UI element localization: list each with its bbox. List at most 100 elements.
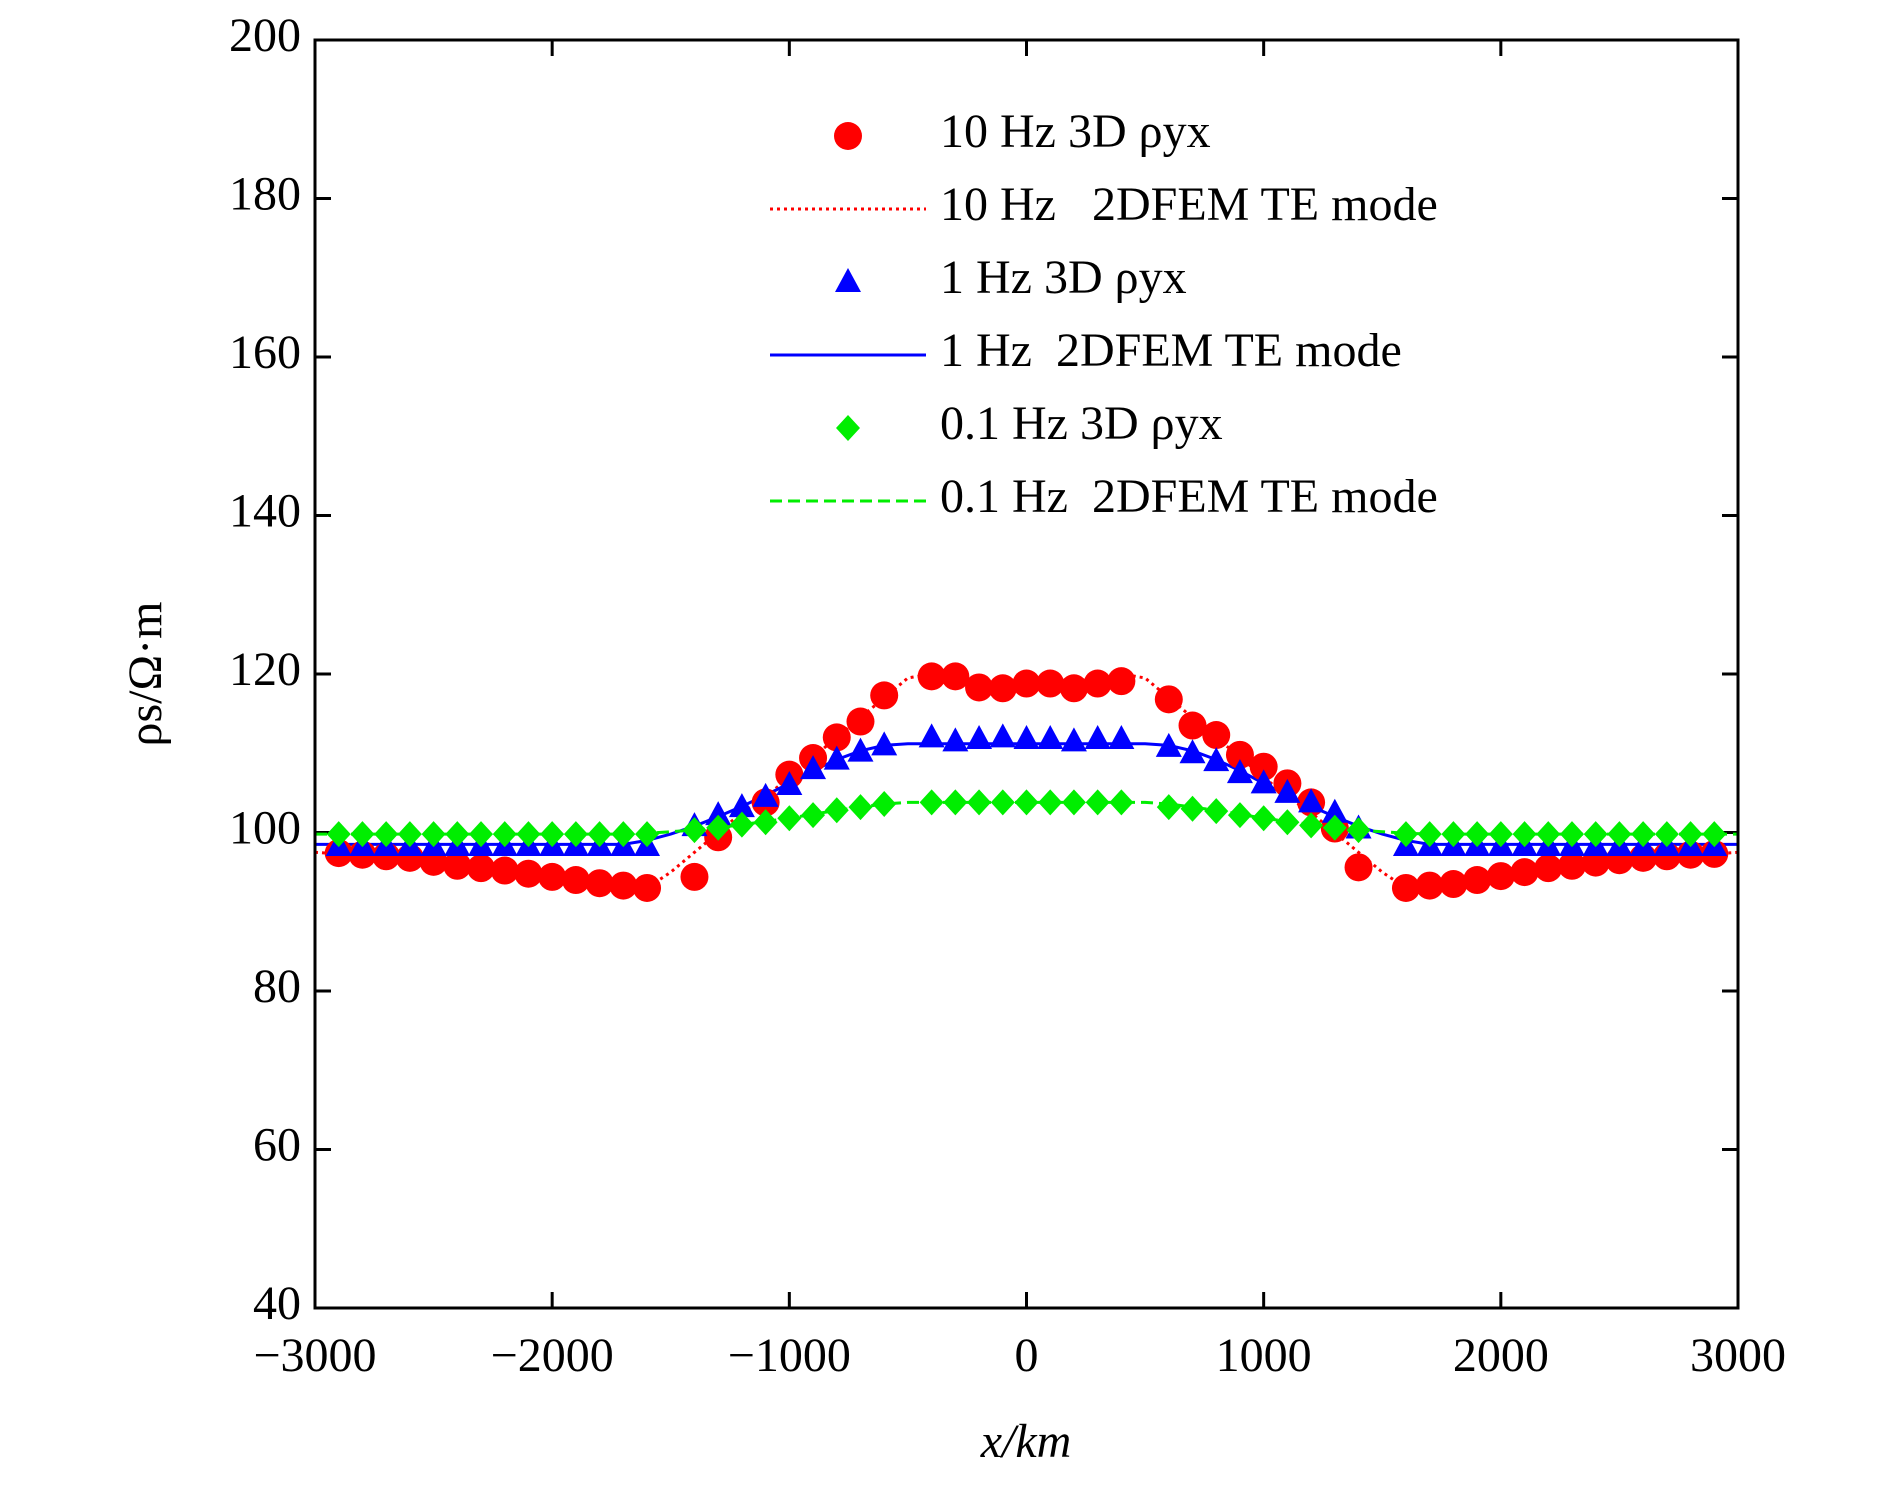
point [1439, 870, 1468, 899]
point [633, 873, 662, 902]
y-tick-label: 100 [229, 802, 301, 855]
point [1109, 789, 1134, 816]
point [397, 821, 422, 848]
point [1155, 732, 1182, 757]
point [777, 805, 802, 832]
point [965, 673, 994, 702]
point [941, 662, 970, 691]
point [680, 862, 709, 891]
point [1702, 821, 1727, 848]
point [846, 707, 875, 736]
point [870, 681, 899, 710]
legend-label: 10 Hz 3D ρyx [940, 105, 1211, 158]
point [1441, 821, 1466, 848]
point [1298, 788, 1325, 813]
y-tick-label: 60 [253, 1119, 301, 1172]
point [800, 755, 827, 780]
legend-label: 0.1 Hz 2DFEM TE mode [940, 470, 1438, 523]
point [801, 802, 826, 829]
point [1465, 821, 1490, 848]
point [1084, 724, 1111, 749]
y-axis-label: ρs/Ω·m [119, 602, 172, 747]
point [1250, 769, 1277, 794]
point [682, 817, 707, 844]
point [1510, 858, 1539, 887]
point [563, 821, 588, 848]
point [1393, 821, 1418, 848]
point [1463, 866, 1492, 895]
legend-label: 1 Hz 2DFEM TE mode [940, 324, 1402, 377]
point [1204, 798, 1229, 825]
point [1536, 821, 1561, 848]
legend-swatch [834, 122, 862, 150]
point [538, 862, 567, 891]
legend: 10 Hz 3D ρyx 10 Hz 2DFEM TE mode 1 Hz 3D ρ… [770, 105, 1438, 523]
point [1322, 814, 1347, 841]
point [1179, 739, 1206, 764]
point [1249, 752, 1278, 781]
x-tick-label: −1000 [728, 1329, 851, 1382]
point [1083, 669, 1112, 698]
point [1607, 821, 1632, 848]
point [823, 745, 850, 770]
point [540, 821, 565, 848]
point [1154, 685, 1183, 714]
y-tick-label: 160 [229, 326, 301, 379]
point [942, 727, 969, 752]
point [1275, 809, 1300, 836]
point [1202, 721, 1231, 750]
point [966, 724, 993, 749]
y-tick-label: 180 [229, 168, 301, 221]
point [822, 723, 851, 752]
point [1559, 821, 1584, 848]
point [989, 723, 1016, 748]
point [1344, 853, 1373, 882]
point [1012, 669, 1041, 698]
point [514, 859, 543, 888]
point [467, 854, 496, 883]
point [1085, 789, 1110, 816]
legend-swatch [835, 268, 861, 292]
x-tick-label: −2000 [491, 1329, 614, 1382]
point [1415, 871, 1444, 900]
point [848, 794, 873, 821]
point [1321, 798, 1348, 823]
point [988, 674, 1017, 703]
x-axis-label: x/km [980, 1415, 1072, 1468]
point [752, 782, 779, 807]
point [1156, 794, 1181, 821]
point [490, 856, 519, 885]
point [421, 821, 446, 848]
point [967, 789, 992, 816]
x-tick-label: −3000 [253, 1329, 376, 1382]
y-tick-label: 80 [253, 960, 301, 1013]
point [1654, 821, 1679, 848]
point [516, 821, 541, 848]
point [611, 821, 636, 848]
legend-label: 10 Hz 2DFEM TE mode [940, 178, 1438, 231]
point [1512, 821, 1537, 848]
x-tick-label: 3000 [1690, 1329, 1786, 1382]
point [918, 723, 945, 748]
point [1417, 821, 1442, 848]
point [350, 821, 375, 848]
point [492, 821, 517, 848]
point [1299, 812, 1324, 839]
point [1037, 724, 1064, 749]
point [1061, 789, 1086, 816]
point [1534, 854, 1563, 883]
point [587, 821, 612, 848]
point [1107, 667, 1136, 696]
point [1226, 759, 1253, 784]
point [1391, 873, 1420, 902]
y-tick-label: 120 [229, 643, 301, 696]
x-tick-label: 2000 [1453, 1329, 1549, 1382]
x-tick-label: 0 [1015, 1329, 1039, 1382]
point [1178, 711, 1207, 740]
x-tick-label: 1000 [1216, 1329, 1312, 1382]
point [729, 811, 754, 838]
point [1346, 817, 1371, 844]
point [635, 821, 660, 848]
point [1678, 821, 1703, 848]
